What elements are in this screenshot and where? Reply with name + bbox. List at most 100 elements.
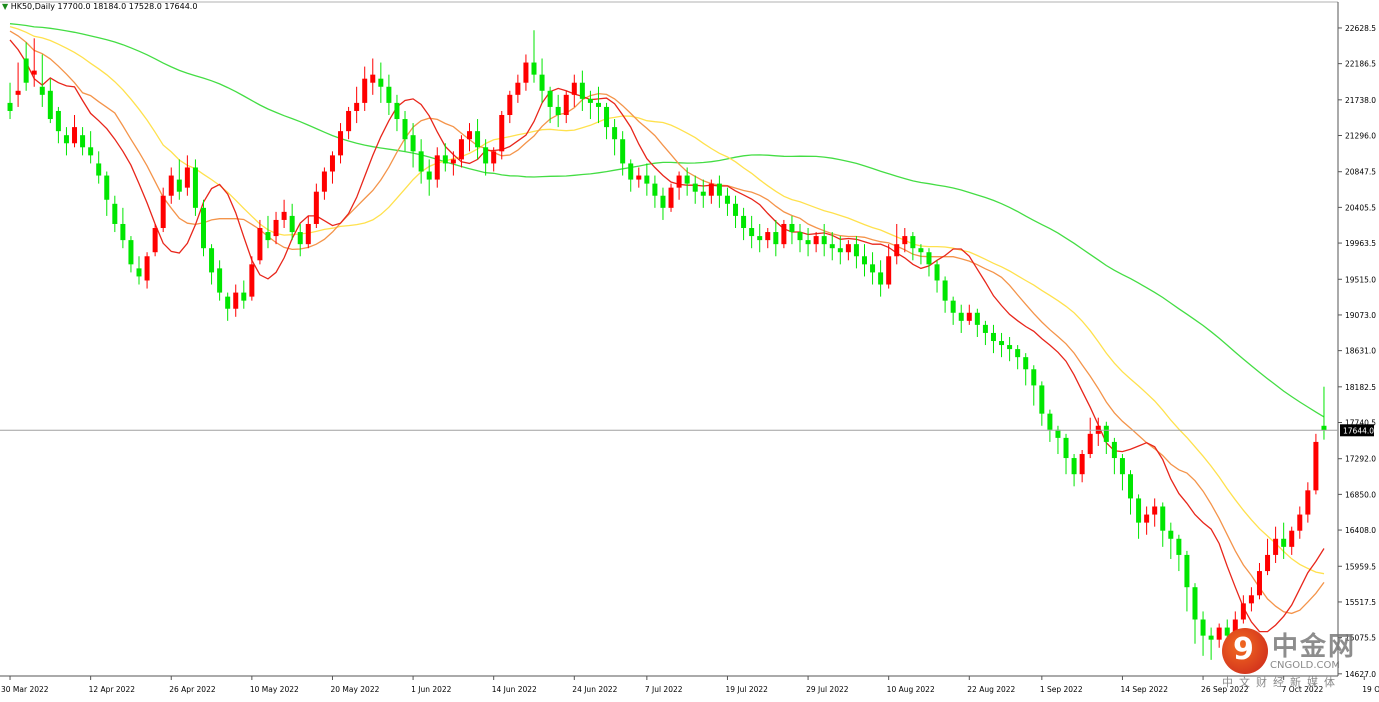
candle-body <box>23 58 29 83</box>
candle <box>410 123 416 168</box>
candle-body <box>781 223 787 245</box>
candle <box>918 244 924 265</box>
collapse-triangle-icon[interactable]: ▼ <box>2 2 9 11</box>
candle <box>700 179 706 208</box>
candle-body <box>757 236 763 241</box>
candle <box>1281 522 1287 559</box>
candle <box>402 110 408 152</box>
candle <box>870 252 876 285</box>
candle <box>458 135 464 168</box>
candle <box>329 151 335 184</box>
candle <box>15 62 21 107</box>
candle <box>958 304 964 333</box>
candle <box>660 187 666 220</box>
candle <box>450 151 456 176</box>
candle-body <box>499 115 505 152</box>
candle <box>708 179 714 204</box>
candle-body <box>829 244 835 249</box>
candle-body <box>39 86 45 95</box>
candle <box>829 232 835 261</box>
candle-body <box>1273 538 1279 555</box>
candle <box>741 207 747 241</box>
candle-body <box>1192 587 1198 620</box>
candle <box>378 62 384 103</box>
candle <box>1087 417 1093 459</box>
candle-body <box>870 264 876 273</box>
candle-body <box>789 223 795 233</box>
candle-body <box>378 78 384 87</box>
y-tick-label: 22186.5 <box>1345 60 1376 69</box>
candle <box>902 228 908 253</box>
candle-body <box>982 324 988 333</box>
y-tick-label: 20405.5 <box>1345 203 1376 212</box>
candle <box>1047 409 1053 442</box>
x-axis-ticks: 30 Mar 2022 12 Apr 2022 26 Apr 2022 10 May … <box>1 676 1379 694</box>
candle-body <box>579 82 585 99</box>
candle <box>1305 482 1311 523</box>
candle-body <box>587 98 593 103</box>
candle-body <box>491 151 497 164</box>
candle <box>1265 538 1271 576</box>
y-tick-label: 15075.5 <box>1345 634 1376 643</box>
candle-body <box>942 280 948 301</box>
candle <box>789 215 795 245</box>
logo-site: CNGOLD.COM <box>1270 660 1341 671</box>
candle <box>749 215 755 249</box>
candle-body <box>305 223 311 245</box>
candle <box>515 74 521 103</box>
candle <box>338 123 344 164</box>
y-tick-label: 19963.5 <box>1345 239 1376 248</box>
candle-body <box>733 203 739 216</box>
candle-body <box>1208 635 1214 640</box>
candle-body <box>289 215 295 233</box>
y-tick-label: 21296.0 <box>1345 132 1376 141</box>
candle-body <box>620 139 626 164</box>
candle-body <box>990 332 996 342</box>
current-price-tag <box>1340 424 1374 437</box>
candle <box>571 74 577 107</box>
candle <box>1168 522 1174 559</box>
candle-body <box>1313 441 1319 491</box>
candle-body <box>112 203 118 224</box>
candle-body <box>1039 385 1045 414</box>
candle-body <box>660 195 666 208</box>
candle-body <box>1152 506 1158 515</box>
candle-body <box>120 223 126 241</box>
candle <box>467 123 473 152</box>
candle <box>1240 595 1246 624</box>
candle <box>313 183 319 229</box>
candle-body <box>692 183 698 192</box>
candle <box>289 203 295 241</box>
candle <box>805 228 811 257</box>
candle <box>531 30 537 83</box>
candle <box>394 94 400 132</box>
candle-body <box>797 232 803 241</box>
candle <box>821 223 827 257</box>
candle-body <box>1007 345 1013 350</box>
candle <box>418 139 424 184</box>
candle-body <box>346 110 352 132</box>
candle-body <box>15 90 21 95</box>
candle-body <box>668 187 674 208</box>
candle <box>684 167 690 196</box>
candle-body <box>96 163 102 176</box>
candle-body <box>1087 433 1093 455</box>
symbol-name: HK50,Daily <box>10 2 55 11</box>
candle <box>225 292 231 321</box>
logo-circle-icon: 9 <box>1222 628 1268 674</box>
candle <box>160 187 166 233</box>
candle-body <box>88 147 94 156</box>
candle <box>1111 437 1117 475</box>
candle <box>507 90 513 124</box>
y-tick-label: 15517.5 <box>1345 598 1376 607</box>
x-tick-label: 7 Oct 2022 <box>1282 685 1324 694</box>
candle-body <box>354 102 360 111</box>
y-tick-label: 18631.0 <box>1345 347 1376 356</box>
ohlc-values: 17700.0 18184.0 17528.0 17644.0 <box>57 2 198 11</box>
candle <box>765 228 771 249</box>
candle <box>499 110 505 160</box>
candle-body <box>999 341 1005 346</box>
